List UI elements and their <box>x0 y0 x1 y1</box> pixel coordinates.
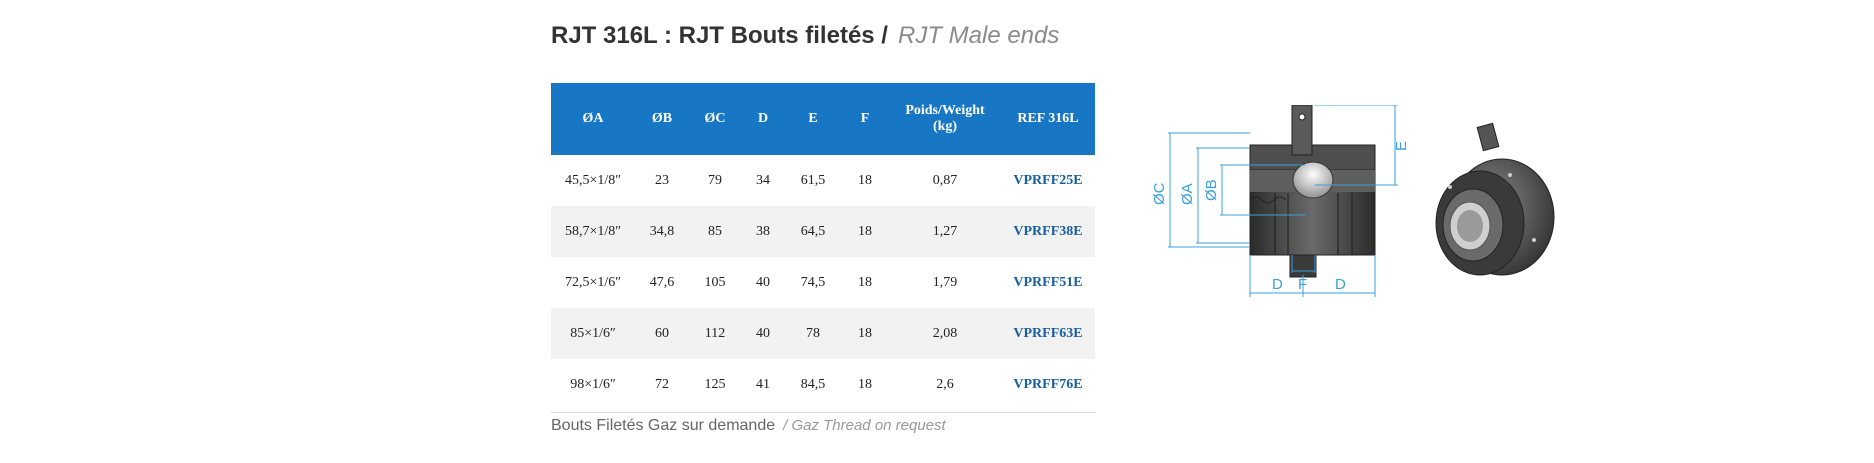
cell-e: 74,5 <box>800 274 826 290</box>
cell-f: 18 <box>841 308 889 359</box>
dim-label-oc: ØC <box>1151 182 1168 205</box>
table-row: 58,7×1/8″ 34,8 85 38 64,5 18 1,27 VPRFF3… <box>551 206 1095 257</box>
cell-weight: 0,87 <box>932 172 958 188</box>
cell-a: 58,7×1/8″ <box>551 206 635 257</box>
col-header-e: E <box>785 83 841 155</box>
cell-weight: 1,79 <box>932 274 958 290</box>
dim-label-d-right: D <box>1335 276 1346 293</box>
dimension-labels: ØC ØA ØB E F D D <box>1151 141 1410 293</box>
col-header-c: ØC <box>689 83 741 155</box>
cell-d: 40 <box>741 308 785 359</box>
spec-table: ØA ØB ØC D E F Poids/Weight (kg) REF 316L… <box>551 83 1095 410</box>
cell-a: 45,5×1/8″ <box>564 172 622 188</box>
cell-f: 18 <box>858 172 872 188</box>
cell-b: 34,8 <box>635 206 689 257</box>
dim-label-d-left: D <box>1272 276 1283 293</box>
cell-f: 18 <box>858 274 872 290</box>
cell-c: 79 <box>708 172 722 188</box>
footnote-en: / Gaz Thread on request <box>783 417 946 434</box>
cell-d: 40 <box>756 274 770 290</box>
cell-weight: 1,27 <box>889 206 1001 257</box>
isometric-view <box>1435 122 1555 276</box>
cell-b: 72 <box>655 376 669 392</box>
table-header-row: ØA ØB ØC D E F Poids/Weight (kg) REF 316L <box>551 83 1095 155</box>
title-sub: RJT Male ends <box>897 22 1060 49</box>
cell-e: 84,5 <box>800 376 826 392</box>
cell-f: 18 <box>858 376 872 392</box>
dim-label-f: F <box>1298 276 1307 293</box>
dim-label-oa: ØA <box>1179 183 1196 205</box>
cell-weight: 2,08 <box>889 308 1001 359</box>
footnote: Bouts Filetés Gaz sur demande / Gaz Threa… <box>551 412 1095 435</box>
cell-a: 72,5×1/6″ <box>564 274 622 290</box>
cell-ref: VPRFF76E <box>1013 376 1083 392</box>
dimension-lines <box>1168 105 1398 297</box>
col-header-a: ØA <box>551 83 635 155</box>
table-row: 45,5×1/8″ 23 79 34 61,5 18 0,87 VPRFF25E <box>551 155 1095 206</box>
cell-f: 18 <box>841 206 889 257</box>
table-row: 72,5×1/6″ 47,6 105 40 74,5 18 1,79 VPRFF… <box>551 257 1095 308</box>
cell-e: 64,5 <box>785 206 841 257</box>
weight-label: Poids/Weight <box>905 102 985 118</box>
cell-ref: VPRFF63E <box>1001 308 1095 359</box>
cell-ref: VPRFF25E <box>1013 172 1083 188</box>
col-header-ref: REF 316L <box>1001 83 1095 155</box>
cell-c: 125 <box>704 376 726 392</box>
col-header-b: ØB <box>635 83 689 155</box>
footnote-fr: Bouts Filetés Gaz sur demande <box>551 417 776 434</box>
dim-label-ob: ØB <box>1203 179 1220 201</box>
title-main: RJT 316L : RJT Bouts filetés / <box>551 22 888 49</box>
cell-a: 85×1/6″ <box>551 308 635 359</box>
cell-ref: VPRFF38E <box>1001 206 1095 257</box>
cell-b: 23 <box>655 172 669 188</box>
col-header-f: F <box>841 83 889 155</box>
col-header-d: D <box>741 83 785 155</box>
cell-weight: 2,6 <box>936 376 954 392</box>
dim-label-e: E <box>1393 141 1410 151</box>
cell-e: 61,5 <box>800 172 826 188</box>
cell-a: 98×1/6″ <box>570 376 616 392</box>
section-view <box>1249 105 1376 278</box>
cell-c: 85 <box>689 206 741 257</box>
cell-d: 41 <box>756 376 770 392</box>
cell-c: 112 <box>689 308 741 359</box>
weight-unit: (kg) <box>932 119 958 134</box>
cell-c: 105 <box>704 274 726 290</box>
valve-drawing: ØC ØA ØB E F D D <box>1151 105 1555 297</box>
cell-b: 47,6 <box>649 274 675 290</box>
cell-e: 78 <box>785 308 841 359</box>
table-row: 85×1/6″ 60 112 40 78 18 2,08 VPRFF63E <box>551 308 1095 359</box>
cell-d: 38 <box>741 206 785 257</box>
table-row: 98×1/6″ 72 125 41 84,5 18 2,6 VPRFF76E <box>551 359 1095 410</box>
cell-d: 34 <box>756 172 770 188</box>
col-header-weight: Poids/Weight (kg) <box>889 83 1001 155</box>
page-title: RJT 316L : RJT Bouts filetés / RJT Male e… <box>551 22 1059 50</box>
cell-b: 60 <box>635 308 689 359</box>
cell-ref: VPRFF51E <box>1013 274 1083 290</box>
